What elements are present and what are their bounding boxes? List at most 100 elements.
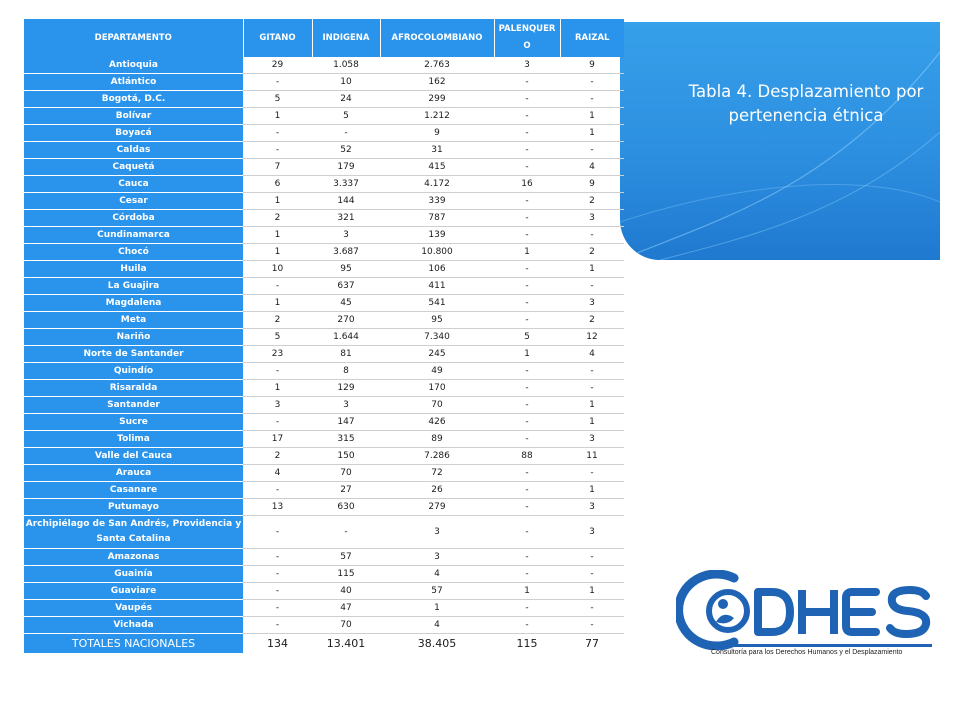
cell-palenquero: -	[494, 464, 560, 482]
cell-indigena: 27	[312, 481, 380, 499]
cell-palenquero: 16	[494, 175, 560, 193]
cell-raizal: -	[560, 226, 624, 244]
cell-palenquero: -	[494, 260, 560, 278]
cell-gitano: -	[243, 599, 312, 617]
cell-indigena: 5	[312, 107, 380, 125]
cell-afrocolombiano: 4	[380, 616, 494, 634]
table-row: Huila 10 95 106-1	[24, 260, 624, 278]
table-row: Chocó 1 3.687 10.800 1 2	[24, 243, 624, 261]
cell-indigena: 315	[312, 430, 380, 448]
cell-palenquero: -	[494, 599, 560, 617]
cell-departamento: Valle del Cauca	[24, 447, 243, 465]
cell-departamento: Caldas	[24, 141, 243, 159]
header-afrocolombiano: AFROCOLOMBIANO	[380, 19, 495, 57]
codhes-logo-mark	[674, 569, 932, 651]
cell-indigena: -	[312, 515, 380, 549]
total-indigena: 13.401	[326, 637, 366, 650]
totals-row: TOTALES NACIONALES 134 13.401 38.405 115…	[24, 633, 624, 653]
cell-departamento: Risaralda	[24, 379, 243, 397]
cell-palenquero: 1	[494, 582, 560, 600]
cell-raizal: -	[560, 616, 624, 634]
cell-afrocolombiano: 1	[380, 599, 494, 617]
cell-indigena: 3	[312, 396, 380, 414]
cell-raizal: -	[560, 548, 624, 566]
cell-indigena: 179	[312, 158, 380, 176]
cell-indigena: -	[312, 124, 380, 142]
cell-palenquero: -	[494, 379, 560, 397]
cell-gitano: 3	[243, 396, 312, 414]
total-afrocolombiano: 38.405	[417, 637, 457, 650]
cell-departamento: Cesar	[24, 192, 243, 210]
cell-palenquero: 3	[494, 57, 560, 74]
cell-raizal: 1	[560, 260, 624, 278]
table-row: Meta 2 270 95-2	[24, 311, 624, 329]
cell-raizal: 3	[560, 294, 624, 312]
cell-gitano: -	[243, 616, 312, 634]
cell-palenquero: -	[494, 277, 560, 295]
cell-indigena: 40	[312, 582, 380, 600]
cell-departamento: Guaviare	[24, 582, 243, 600]
table-row: Putumayo 13 630 279-3	[24, 498, 624, 516]
table-row: Córdoba 2 321 787-3	[24, 209, 624, 227]
cell-palenquero: -	[494, 209, 560, 227]
cell-afrocolombiano: 2.763	[380, 57, 494, 74]
cell-indigena: 10	[312, 73, 380, 91]
cell-afrocolombiano: 245	[380, 345, 494, 363]
cell-palenquero: -	[494, 362, 560, 380]
cell-palenquero: -	[494, 141, 560, 159]
cell-departamento: Arauca	[24, 464, 243, 482]
cell-gitano: 4	[243, 464, 312, 482]
cell-palenquero: -	[494, 124, 560, 142]
cell-departamento: Meta	[24, 311, 243, 329]
cell-indigena: 321	[312, 209, 380, 227]
table-row: Caquetá 7 179 415-4	[24, 158, 624, 176]
cell-departamento: Boyacá	[24, 124, 243, 142]
table-row: Cauca 6 3.337 4.172 16 9	[24, 175, 624, 193]
cell-indigena: 129	[312, 379, 380, 397]
cell-gitano: 5	[243, 328, 312, 346]
table-row: Magdalena 1 45 541-3	[24, 294, 624, 312]
cell-raizal: 2	[560, 311, 624, 329]
cell-departamento: Bolívar	[24, 107, 243, 125]
title-panel: Tabla 4. Desplazamiento por pertenencia …	[620, 22, 940, 260]
cell-raizal: 4	[560, 345, 624, 363]
cell-raizal: 3	[560, 209, 624, 227]
cell-raizal: 11	[560, 447, 624, 465]
cell-palenquero: 1	[494, 345, 560, 363]
table-row: Boyacá - -9-1	[24, 124, 624, 142]
cell-raizal: -	[560, 565, 624, 583]
cell-gitano: -	[243, 515, 312, 549]
cell-palenquero: 5	[494, 328, 560, 346]
cell-afrocolombiano: 787	[380, 209, 494, 227]
cell-afrocolombiano: 299	[380, 90, 494, 108]
cell-afrocolombiano: 89	[380, 430, 494, 448]
cell-raizal: 9	[560, 57, 624, 74]
cell-departamento: Nariño	[24, 328, 243, 346]
cell-raizal: -	[560, 73, 624, 91]
cell-departamento: Antioquia	[24, 57, 243, 74]
table-row: Bogotá, D.C. 5 24 299- -	[24, 90, 624, 108]
cell-departamento: Quindío	[24, 362, 243, 380]
cell-gitano: -	[243, 277, 312, 295]
total-palenquero: 115	[516, 637, 538, 650]
cell-indigena: 47	[312, 599, 380, 617]
cell-raizal: -	[560, 277, 624, 295]
cell-gitano: 17	[243, 430, 312, 448]
cell-afrocolombiano: 3	[380, 548, 494, 566]
cell-raizal: 1	[560, 481, 624, 499]
cell-departamento: Córdoba	[24, 209, 243, 227]
header-indigena: INDIGENA	[312, 19, 381, 57]
cell-departamento: Casanare	[24, 481, 243, 499]
cell-raizal: -	[560, 362, 624, 380]
cell-palenquero: -	[494, 481, 560, 499]
cell-afrocolombiano: 7.340	[380, 328, 494, 346]
cell-palenquero: -	[494, 73, 560, 91]
cell-raizal: -	[560, 379, 624, 397]
logo-tagline: Consultoría para los Derechos Humanos y …	[711, 649, 903, 656]
cell-palenquero: 1	[494, 243, 560, 261]
table-header-row: DEPARTAMENTO GITANO INDIGENA AFROCOLOMBI…	[24, 19, 624, 57]
cell-afrocolombiano: 57	[380, 582, 494, 600]
cell-afrocolombiano: 9	[380, 124, 494, 142]
cell-departamento: Bogotá, D.C.	[24, 90, 243, 108]
table-row: Sucre -147 426-1	[24, 413, 624, 431]
